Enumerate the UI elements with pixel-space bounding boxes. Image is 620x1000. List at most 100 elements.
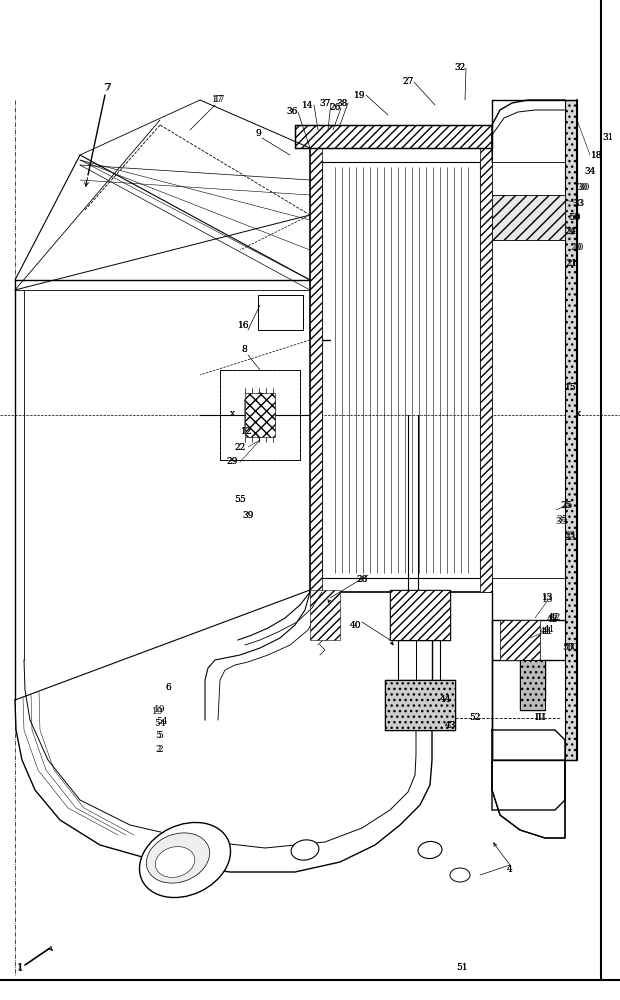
Text: 43: 43: [445, 720, 456, 730]
Text: 33: 33: [574, 198, 585, 208]
Text: 6: 6: [165, 684, 171, 692]
Text: 55: 55: [234, 495, 246, 504]
Ellipse shape: [450, 868, 470, 882]
Text: 20: 20: [572, 243, 583, 252]
Text: 50: 50: [569, 214, 581, 223]
Text: 6: 6: [165, 684, 171, 692]
Bar: [385, 680, 455, 730]
Text: 26: 26: [329, 104, 340, 112]
Text: 29: 29: [226, 458, 237, 466]
Text: 19: 19: [154, 706, 166, 714]
Text: 39: 39: [242, 510, 254, 520]
Text: 42: 42: [546, 615, 557, 624]
Text: 27: 27: [402, 78, 414, 87]
Text: III: III: [534, 714, 546, 722]
Text: 28: 28: [356, 576, 368, 584]
Text: 40: 40: [349, 620, 361, 630]
Text: x: x: [575, 408, 580, 418]
Text: 25: 25: [561, 500, 573, 510]
Text: 43: 43: [445, 720, 456, 730]
Text: 52: 52: [469, 714, 481, 722]
Text: 54: 54: [154, 720, 166, 728]
Text: 4: 4: [507, 865, 513, 874]
Bar: [310, 148, 322, 592]
Text: 23: 23: [564, 532, 575, 542]
Ellipse shape: [291, 840, 319, 860]
Bar: [492, 195, 565, 240]
Text: 35: 35: [556, 518, 567, 526]
Text: 13: 13: [542, 593, 554, 602]
Bar: [295, 125, 492, 148]
Bar: [390, 590, 450, 640]
Text: 24: 24: [565, 228, 577, 236]
Text: 18: 18: [591, 150, 603, 159]
Text: 42: 42: [547, 613, 559, 622]
Text: 51: 51: [456, 964, 468, 972]
Text: 36: 36: [286, 107, 298, 116]
Ellipse shape: [140, 822, 231, 898]
Bar: [480, 148, 492, 592]
Bar: [310, 590, 340, 640]
Polygon shape: [492, 760, 565, 838]
Text: 22: 22: [234, 442, 246, 452]
Text: 55: 55: [234, 495, 246, 504]
Text: 3: 3: [182, 865, 188, 874]
Text: 32: 32: [454, 64, 466, 73]
Text: 54: 54: [156, 718, 168, 726]
Text: x: x: [229, 408, 234, 418]
Text: 33: 33: [572, 198, 583, 208]
Text: 12: 12: [241, 428, 253, 436]
Text: 1: 1: [17, 963, 24, 973]
Text: 4: 4: [507, 865, 513, 874]
Text: 35: 35: [556, 516, 568, 524]
Text: 50: 50: [566, 644, 578, 652]
Text: 25: 25: [560, 500, 572, 510]
Text: 24: 24: [564, 228, 576, 236]
Text: 21: 21: [565, 258, 577, 267]
Text: III: III: [534, 714, 546, 722]
Text: 14: 14: [303, 101, 314, 109]
Text: 30: 30: [577, 184, 588, 192]
Text: 31: 31: [602, 133, 614, 142]
Text: 9: 9: [255, 128, 261, 137]
Text: 2: 2: [157, 746, 163, 754]
Text: 7: 7: [104, 83, 110, 93]
Text: 31: 31: [602, 133, 614, 142]
Text: 41: 41: [540, 628, 552, 637]
Ellipse shape: [155, 847, 195, 877]
Text: 41: 41: [543, 626, 555, 635]
Text: 30: 30: [578, 184, 590, 192]
Text: 42: 42: [549, 613, 560, 622]
Bar: [500, 620, 540, 660]
Text: 34: 34: [584, 167, 596, 176]
Text: 16: 16: [238, 320, 250, 330]
Text: 7: 7: [105, 84, 111, 93]
Text: 15: 15: [565, 383, 577, 392]
Text: 17: 17: [215, 96, 226, 104]
Text: x: x: [229, 408, 234, 418]
Text: 20: 20: [570, 243, 582, 252]
Text: 28: 28: [356, 576, 368, 584]
Text: 52: 52: [469, 714, 481, 722]
Bar: [565, 100, 577, 760]
Text: 40: 40: [349, 620, 361, 630]
Text: 19: 19: [153, 708, 164, 716]
Text: 51: 51: [456, 964, 468, 972]
Text: 36: 36: [286, 107, 298, 116]
Text: 9: 9: [255, 128, 261, 137]
Text: 14: 14: [303, 101, 314, 109]
Text: 39: 39: [242, 510, 254, 520]
Text: 22: 22: [234, 442, 246, 452]
Ellipse shape: [418, 841, 442, 859]
Text: 5: 5: [157, 730, 163, 740]
Text: 37: 37: [319, 99, 330, 107]
Bar: [520, 660, 545, 710]
Text: 3: 3: [182, 865, 188, 874]
Bar: [245, 393, 275, 437]
Text: 38: 38: [336, 99, 348, 107]
Text: 18: 18: [591, 150, 603, 159]
Text: 50: 50: [568, 214, 580, 223]
Bar: [258, 295, 303, 330]
Text: 37: 37: [319, 99, 330, 107]
Text: 2: 2: [155, 746, 161, 754]
